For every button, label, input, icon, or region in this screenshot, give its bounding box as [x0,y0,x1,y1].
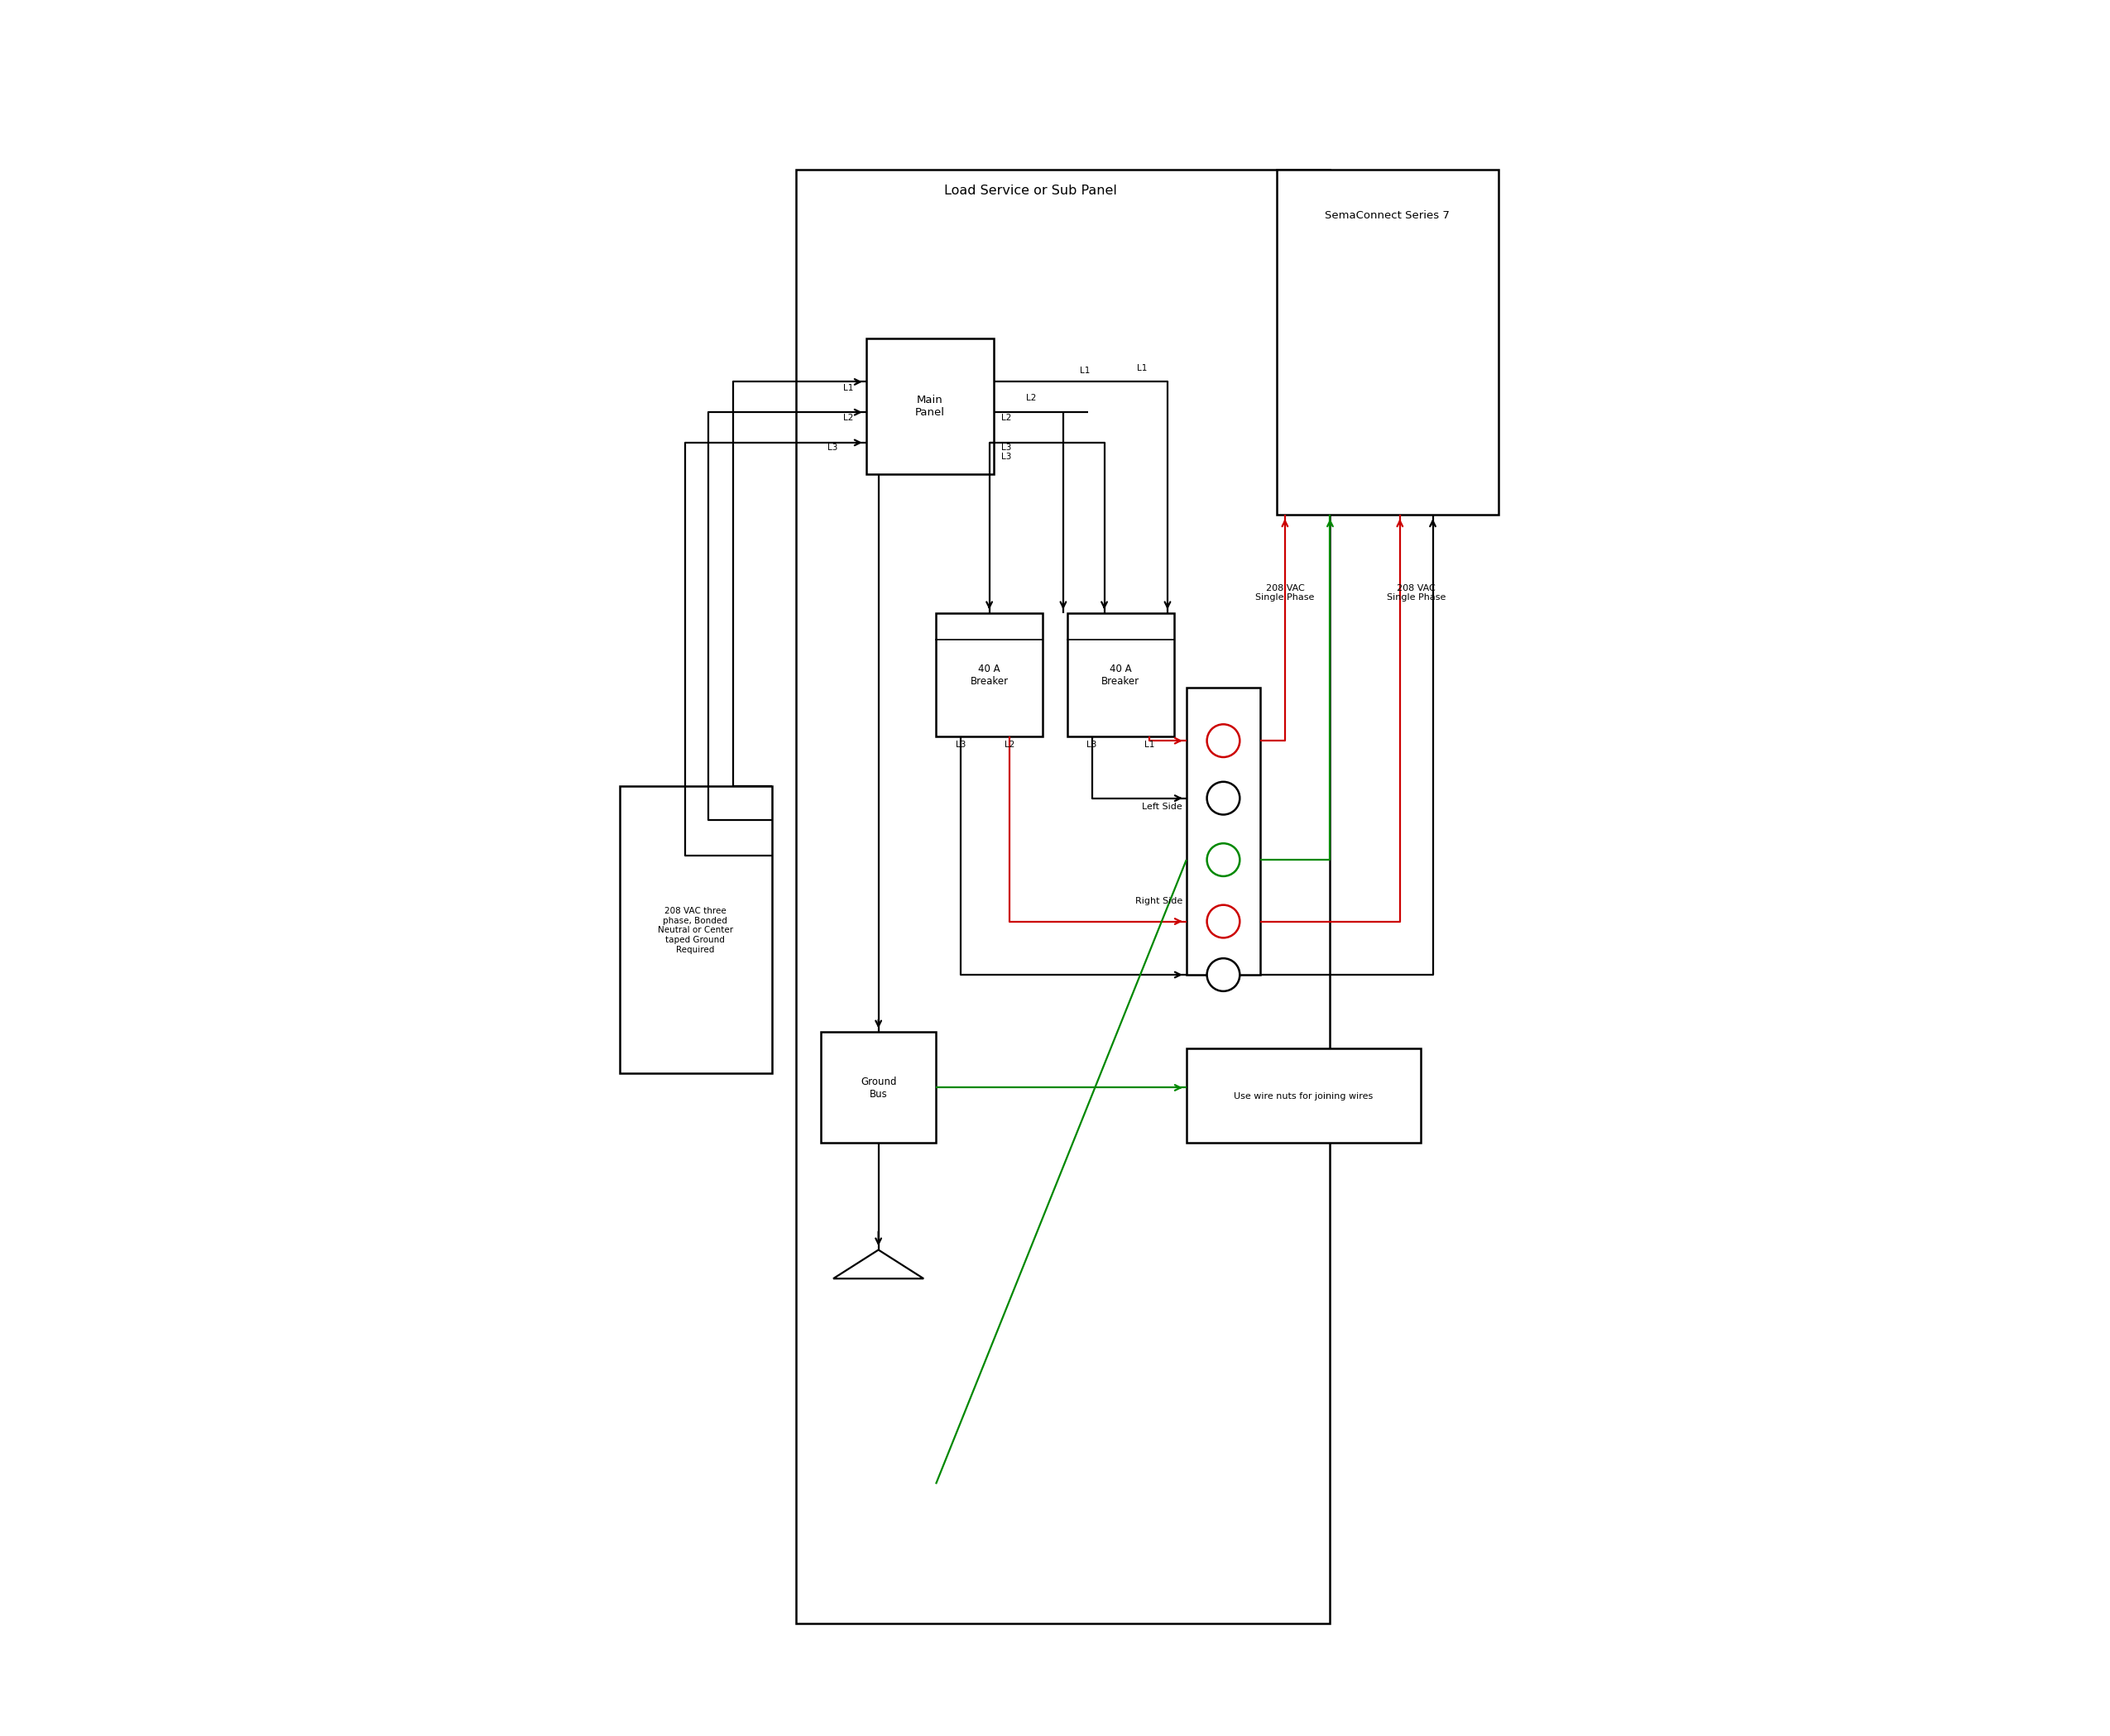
Bar [1186,1049,1420,1142]
Bar [821,1033,937,1142]
Text: Ground
Bus: Ground Bus [861,1076,897,1099]
Text: L1: L1 [1144,741,1154,748]
Text: L3: L3 [1002,443,1013,451]
Circle shape [1207,958,1241,991]
Circle shape [1207,724,1241,757]
Text: L1: L1 [1080,366,1091,375]
Text: SemaConnect Series 7: SemaConnect Series 7 [1325,210,1450,220]
Text: 40 A
Breaker: 40 A Breaker [1101,663,1139,687]
Bar [1277,170,1498,516]
Text: L2: L2 [844,413,855,422]
Text: 208 VAC
Single Phase: 208 VAC Single Phase [1386,583,1445,602]
Text: L2: L2 [1002,413,1013,422]
Text: L3: L3 [956,741,966,748]
Circle shape [1207,904,1241,937]
Text: 208 VAC three
phase, Bonded
Neutral or Center
taped Ground
Required: 208 VAC three phase, Bonded Neutral or C… [658,908,732,953]
Text: Left Side: Left Side [1142,802,1182,811]
Text: Load Service or Sub Panel: Load Service or Sub Panel [943,184,1116,196]
Bar [1068,613,1173,736]
Text: L1: L1 [1137,365,1148,372]
Circle shape [1207,781,1241,814]
Text: Right Side: Right Side [1135,898,1182,904]
Text: L3: L3 [1087,741,1097,748]
Text: Main
Panel: Main Panel [916,394,945,418]
Bar [620,786,772,1073]
Text: L3: L3 [1002,453,1013,460]
Bar [795,170,1329,1623]
Text: L2: L2 [1004,741,1015,748]
Text: L2: L2 [1025,394,1036,403]
Text: Use wire nuts for joining wires: Use wire nuts for joining wires [1234,1092,1374,1101]
Bar [1186,687,1260,974]
Text: 208 VAC
Single Phase: 208 VAC Single Phase [1255,583,1315,602]
Text: L3: L3 [827,443,838,451]
Text: 40 A
Breaker: 40 A Breaker [971,663,1009,687]
Bar [865,339,994,474]
Bar [937,613,1042,736]
Text: L1: L1 [844,384,855,392]
Circle shape [1207,844,1241,877]
